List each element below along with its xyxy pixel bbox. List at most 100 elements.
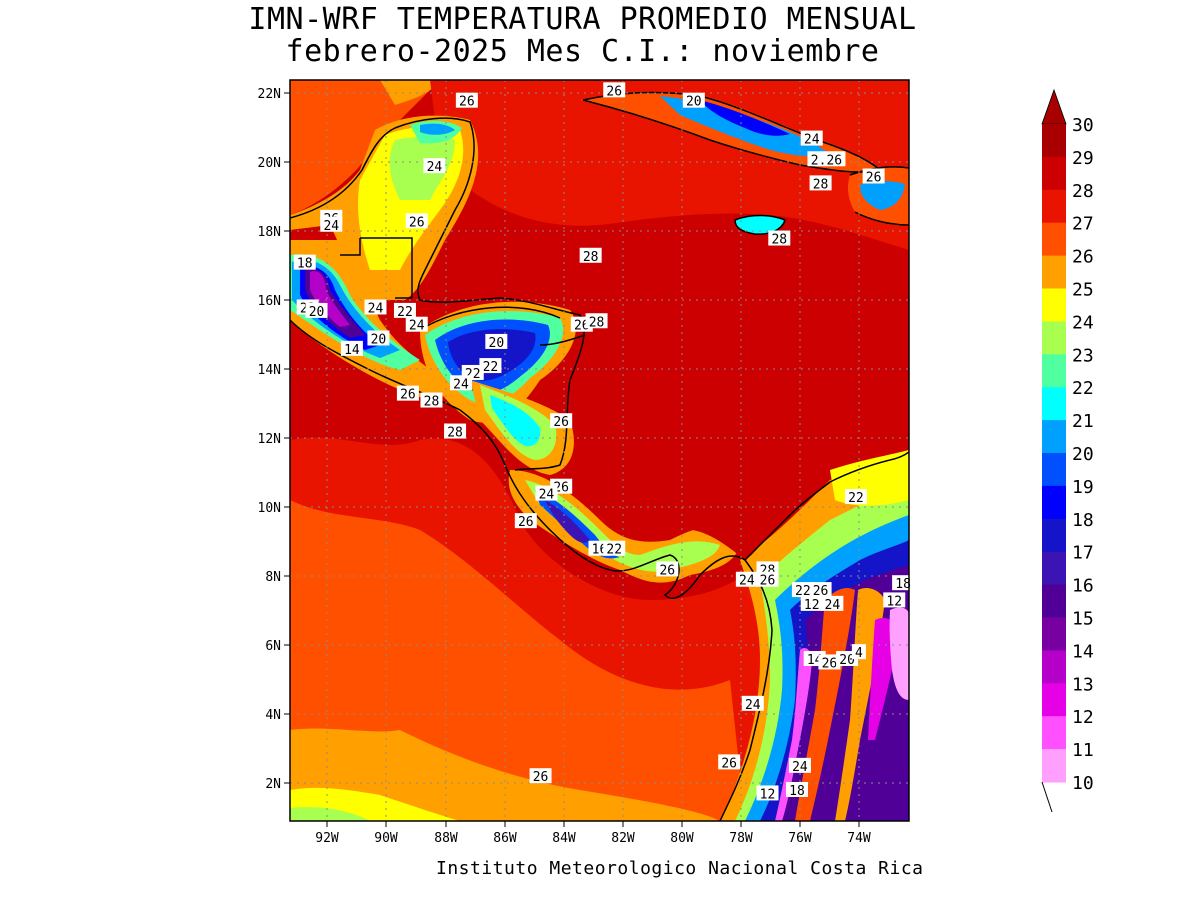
colorbar-swatch <box>1042 683 1066 717</box>
contour-label-box <box>396 385 419 401</box>
x-tick-label: 86W <box>493 831 517 846</box>
x-tick-label: 74W <box>847 831 871 846</box>
map-title-line-1: IMN-WRF TEMPERATURA PROMEDIO MENSUAL <box>248 2 917 37</box>
contour-label: 26 <box>606 84 622 99</box>
colorbar-level-label: 19 <box>1072 477 1094 498</box>
contour-label: 26 <box>866 171 882 186</box>
contour-label-box <box>293 254 316 270</box>
y-axis-labels: 22N 20N 18N 16N 14N 12N 10N 8N 6N 4N 2N <box>258 87 281 792</box>
contour-label-box <box>305 302 328 318</box>
contour-label: 24 <box>323 219 339 234</box>
contour-label: 28 <box>583 250 599 265</box>
contour-label-box <box>809 175 832 191</box>
contour-label: 22 <box>606 543 622 558</box>
contour-label: 26 <box>659 563 675 578</box>
colorbar-level-label: 25 <box>1072 280 1094 301</box>
contour-label-box <box>514 513 537 529</box>
y-tick-label: 18N <box>258 225 281 240</box>
contour-label-box <box>883 592 906 608</box>
contour-label-box <box>444 423 467 439</box>
colorbar-swatch <box>1042 354 1066 388</box>
colorbar-level-label: 15 <box>1072 609 1094 630</box>
colorbar-level-label: 16 <box>1072 576 1094 597</box>
contour-label-box <box>340 340 363 356</box>
x-tick-label: 84W <box>552 831 576 846</box>
contour-label: 22 <box>397 305 413 320</box>
contour-label: 24 <box>539 488 555 503</box>
colorbar-swatch <box>1042 551 1066 586</box>
contour-label: 26 <box>822 656 838 671</box>
colorbar-swatch <box>1042 321 1066 355</box>
contour-label: 12 <box>886 594 902 609</box>
colorbar-level-label: 10 <box>1072 773 1094 794</box>
contour-label: 28 <box>589 315 605 330</box>
contour-label-box <box>756 785 779 801</box>
contour-label-box <box>405 213 428 229</box>
y-tick-label: 20N <box>258 156 281 171</box>
contour-label: 24 <box>804 133 820 148</box>
colorbar-level-label: 22 <box>1072 378 1094 399</box>
contour-label: 24 <box>453 377 469 392</box>
contour-label: 12 <box>804 598 820 613</box>
contour-label-box <box>603 540 626 556</box>
colorbar-swatch <box>1042 650 1066 684</box>
contour-label-box <box>550 413 573 429</box>
contour-label: 20 <box>489 336 505 351</box>
colorbar-level-label: 23 <box>1072 345 1094 366</box>
x-tick-label: 76W <box>788 831 812 846</box>
x-tick-label: 80W <box>670 831 694 846</box>
contour-label-box <box>785 781 808 797</box>
contour-label: 26 <box>760 574 776 589</box>
colorbar-swatch <box>1042 189 1066 224</box>
contour-label-box <box>844 489 867 505</box>
contour-label: 24 <box>368 301 384 316</box>
colorbar-level-label: 27 <box>1072 214 1094 235</box>
colorbar-level-label: 11 <box>1072 740 1094 761</box>
colorbar-top-arrow <box>1041 88 1067 125</box>
y-tick-label: 12N <box>258 432 281 447</box>
contour-label: 24 <box>409 319 425 334</box>
contour-label-box <box>818 654 841 670</box>
colorbar-swatch <box>1042 288 1066 322</box>
contour-label-box <box>535 485 558 501</box>
y-tick-label: 4N <box>265 708 281 723</box>
graticule <box>290 80 909 821</box>
contour-label-box <box>800 130 823 146</box>
colorbar-level-label: 17 <box>1072 543 1094 564</box>
y-tick-label: 14N <box>258 363 281 378</box>
contour-label-box <box>405 316 428 332</box>
contour-label-box <box>603 82 626 98</box>
contour-label: 18 <box>789 784 805 799</box>
contour-label-box <box>579 247 602 263</box>
contour-label: 26 <box>721 756 737 771</box>
contour-label: 22 <box>483 360 499 375</box>
colorbar-bottom-arrow <box>1041 781 1053 813</box>
y-tick-label: 6N <box>265 639 281 654</box>
contour-label: 28 <box>424 395 440 410</box>
x-tick-label: 90W <box>374 831 398 846</box>
colorbar-swatch <box>1042 749 1066 783</box>
contour-label: 20 <box>309 305 325 320</box>
contour-label: 28 <box>813 177 829 192</box>
contour-label: 26 <box>813 584 829 599</box>
contour-label-box <box>741 695 764 711</box>
x-tick-label: 92W <box>315 831 339 846</box>
colorbar-swatch <box>1042 255 1066 289</box>
contour-label: 24 <box>745 698 761 713</box>
colorbar-swatch <box>1042 584 1066 618</box>
contour-label: 26 <box>400 388 416 403</box>
contour-label-box <box>585 313 608 329</box>
colorbar-level-label: 28 <box>1072 181 1094 202</box>
y-tick-label: 2N <box>265 777 281 792</box>
colorbar-level-label: 18 <box>1072 510 1094 531</box>
contour-label: 26 <box>518 515 534 530</box>
contour-label: 20 <box>839 653 855 668</box>
colorbar-swatch <box>1042 124 1066 158</box>
contour-labels: 262620242.262826242624262828182220242224… <box>293 82 915 802</box>
y-tick-label: 8N <box>265 570 281 585</box>
temperature-field <box>290 80 909 821</box>
colorbar-level-label: 30 <box>1072 115 1094 136</box>
x-axis-labels: 92W 90W 88W 86W 84W 82W 80W 78W 76W 74W <box>315 831 871 846</box>
contour-label-box <box>791 582 814 598</box>
